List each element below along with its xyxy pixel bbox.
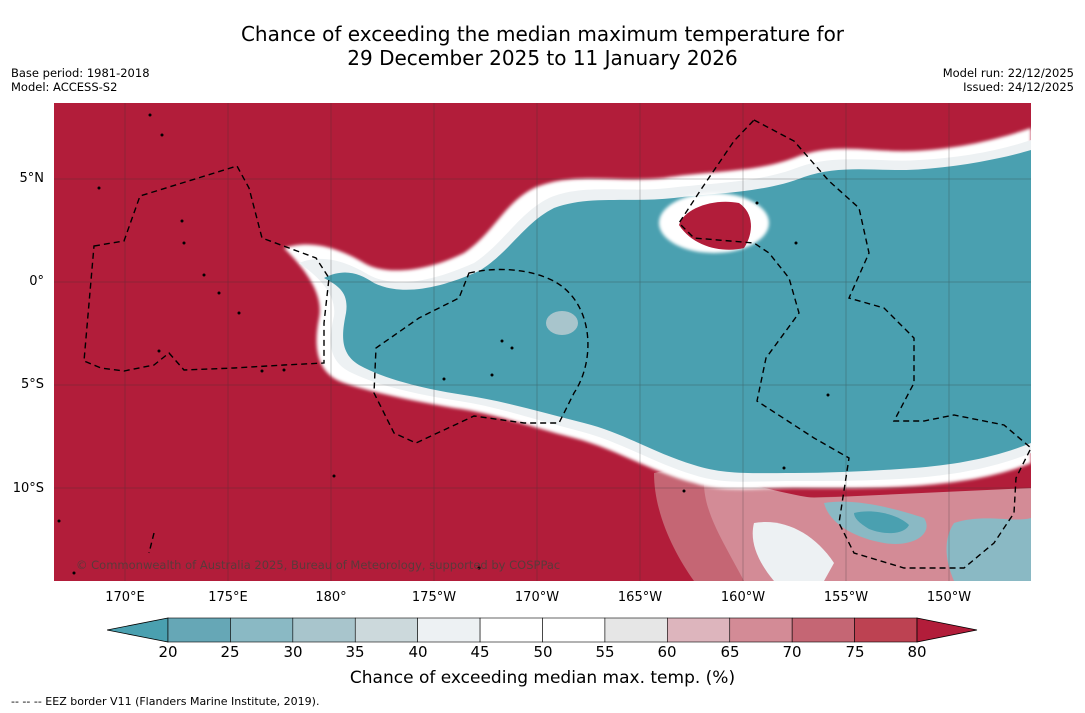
colorbar-label: Chance of exceeding median max. temp. (%… (349, 668, 736, 688)
eez-borders (83, 119, 1031, 569)
lat-label-5s: 5°S (20, 377, 44, 392)
lon-label-170e: 170°E (105, 590, 145, 605)
colorbar-tick-75: 75 (845, 643, 865, 661)
title-line-1: Chance of exceeding the median maximum t… (240, 22, 845, 46)
colorbar-segment (542, 617, 606, 643)
lat-label-5n: 5°N (19, 171, 45, 186)
colorbar-tick-30: 30 (283, 643, 303, 661)
base-period: Base period: 1981-2018 (11, 66, 150, 80)
eez-fragment (148, 532, 155, 554)
lon-label-150w: 150°W (926, 590, 972, 605)
colorbar-tick-55: 55 (595, 643, 615, 661)
lon-label-160w: 160°W (720, 590, 766, 605)
colorbar-segments (107, 617, 978, 643)
lon-label-155w: 155°W (823, 590, 869, 605)
colorbar-tick-60: 60 (657, 643, 677, 661)
low-probability-region (324, 150, 1031, 474)
lat-label-equator: 0° (29, 274, 44, 289)
issued-date: Issued: 24/12/2025 (963, 80, 1074, 94)
lon-label-165w: 165°W (617, 590, 663, 605)
probability-map (54, 103, 1031, 581)
title-line-2: 29 December 2025 to 11 January 2026 (347, 46, 738, 70)
colorbar-segment (854, 617, 918, 643)
colorbar-segment (354, 617, 418, 643)
colorbar-segment (604, 617, 668, 643)
map-svg (54, 103, 1031, 581)
colorbar-tick-35: 35 (345, 643, 365, 661)
colorbar-tick-20: 20 (158, 643, 178, 661)
lon-label-170w: 170°W (514, 590, 560, 605)
lat-label-10s: 10°S (12, 481, 44, 496)
colorbar-segment (791, 617, 855, 643)
colorbar-extend-high (916, 617, 978, 643)
model-name: Model: ACCESS-S2 (11, 80, 118, 94)
colorbar (107, 617, 978, 643)
eez-legend-note: -- -- -- EEZ border V11 (Flanders Marine… (11, 695, 320, 708)
eez-kiribati-phoenix (373, 268, 589, 444)
south-teal-patch-3 (946, 518, 1031, 581)
colorbar-segment (292, 617, 356, 643)
gridlines (54, 103, 1031, 581)
colorbar-segment (729, 617, 793, 643)
colorbar-tick-40: 40 (408, 643, 428, 661)
eez-kiribati-line (678, 119, 1031, 569)
light-blob (546, 311, 578, 335)
colorbar-tick-65: 65 (720, 643, 740, 661)
colorbar-tick-25: 25 (220, 643, 240, 661)
lon-label-180: 180° (315, 590, 347, 605)
south-teal-patch-2 (854, 511, 909, 534)
colorbar-segment (230, 617, 294, 643)
colorbar-tick-50: 50 (533, 643, 553, 661)
south-white-patch (752, 522, 834, 581)
colorbar-tick-70: 70 (782, 643, 802, 661)
colorbar-segment (167, 617, 231, 643)
colorbar-segment (417, 617, 481, 643)
lon-label-175w: 175°W (411, 590, 457, 605)
colorbar-tick-45: 45 (470, 643, 490, 661)
colorbar-segment (479, 617, 543, 643)
lon-label-175e: 175°E (208, 590, 248, 605)
colorbar-tick-80: 80 (907, 643, 927, 661)
eez-kiribati-gilbert (83, 165, 330, 372)
meta-right: Model run: 22/12/2025 Issued: 24/12/2025 (943, 66, 1074, 94)
copyright-notice: © Commonwealth of Australia 2025, Bureau… (76, 558, 561, 572)
meta-left: Base period: 1981-2018 Model: ACCESS-S2 (11, 66, 150, 94)
islands (57, 113, 830, 575)
chart-title: Chance of exceeding the median maximum t… (0, 22, 1085, 70)
colorbar-extend-low (107, 617, 169, 643)
model-run: Model run: 22/12/2025 (942, 66, 1074, 80)
colorbar-segment (667, 617, 731, 643)
